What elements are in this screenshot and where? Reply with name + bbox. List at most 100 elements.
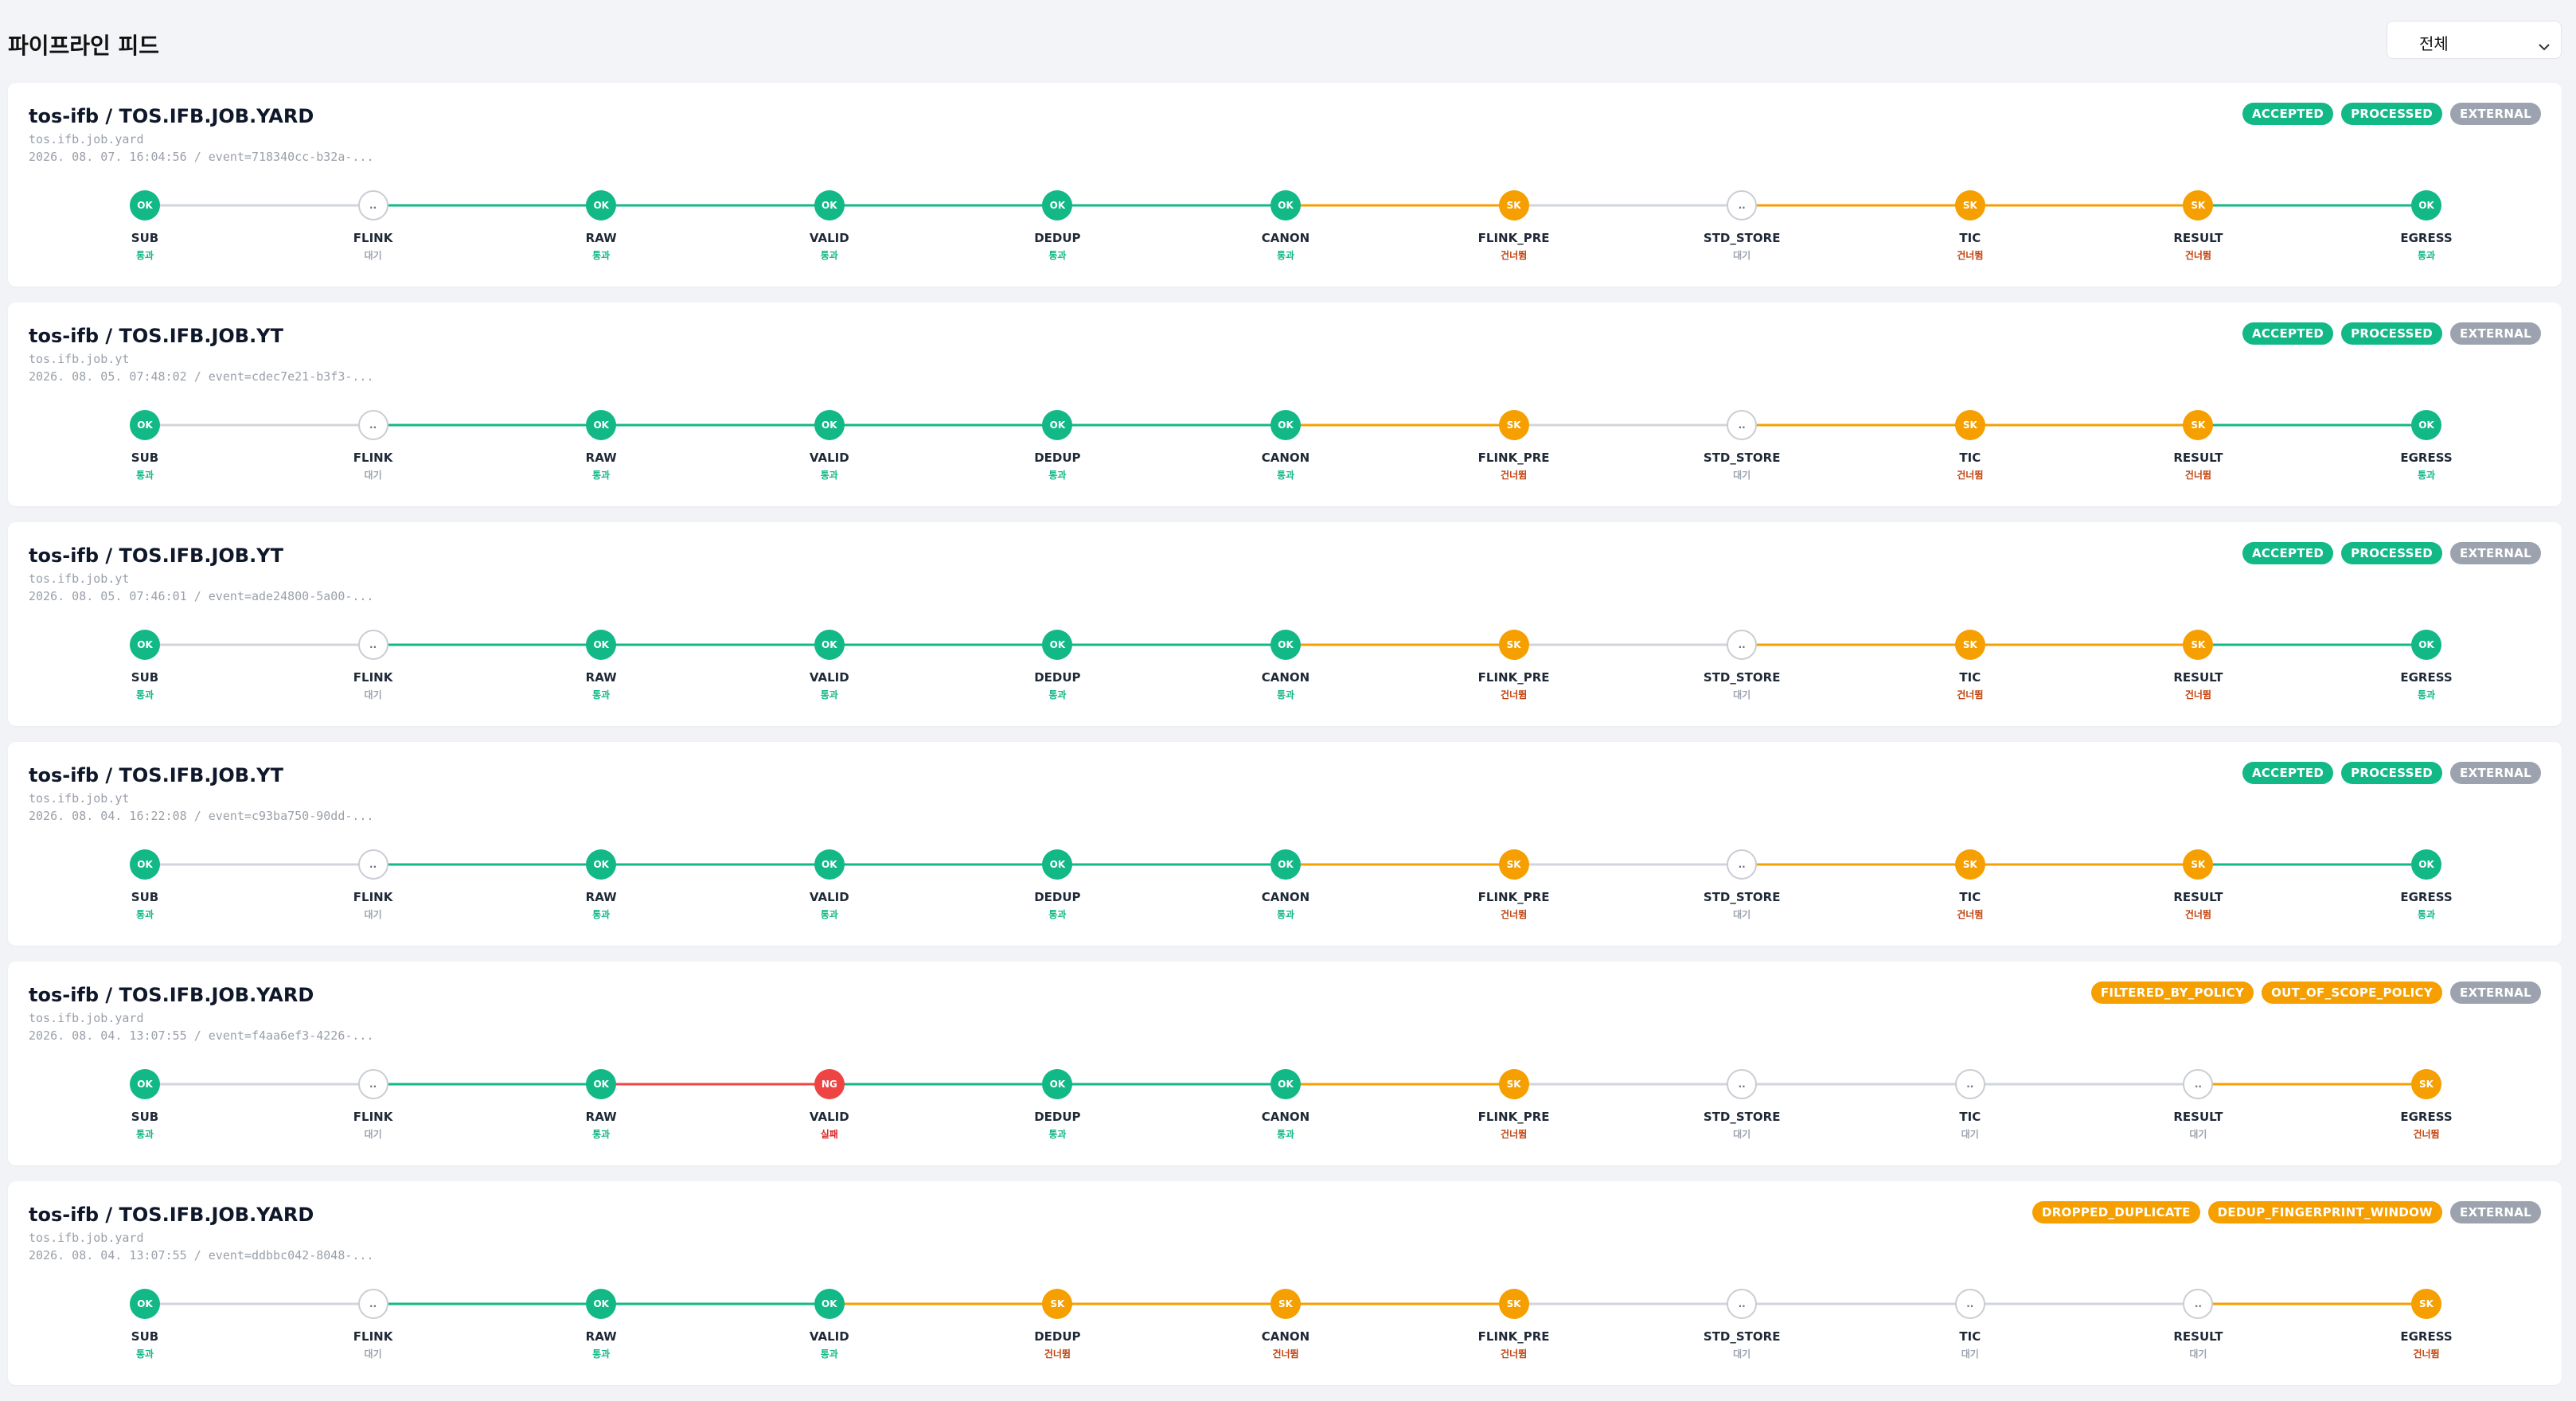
stage-node[interactable]: OK xyxy=(814,630,845,660)
stage-node[interactable]: SK xyxy=(2183,630,2214,660)
stage-node[interactable]: OK xyxy=(130,630,160,660)
stage-node[interactable]: SK xyxy=(2183,410,2214,440)
stage-node[interactable]: .. xyxy=(357,410,388,440)
stage-node[interactable]: .. xyxy=(357,1069,388,1099)
stage-node[interactable]: SK xyxy=(1498,190,1529,220)
stage-node[interactable]: .. xyxy=(1727,630,1758,660)
stage-node[interactable]: .. xyxy=(357,630,388,660)
card-topic: tos.ifb.job.yt xyxy=(29,352,130,366)
stage-node[interactable]: OK xyxy=(130,1069,160,1099)
stage-node[interactable]: .. xyxy=(1727,849,1758,880)
stage-node[interactable]: OK xyxy=(814,190,845,220)
stage-node[interactable]: NG xyxy=(814,1069,845,1099)
stage-node[interactable]: SK xyxy=(1954,630,1985,660)
stage-node[interactable]: SK xyxy=(1498,1289,1529,1319)
stage-node[interactable]: OK xyxy=(586,1069,617,1099)
stage-status: 통과 xyxy=(135,1348,154,1360)
stage-node[interactable]: .. xyxy=(2183,1069,2214,1099)
pipeline-card[interactable]: tos-ifb / TOS.IFB.JOB.YT tos.ifb.job.yt 20… xyxy=(8,302,2562,506)
stage-node[interactable]: OK xyxy=(2411,630,2441,660)
stage-label: STD_STORE xyxy=(1703,670,1781,685)
stage-node[interactable]: SK xyxy=(2183,190,2214,220)
stage-node[interactable]: .. xyxy=(2183,1289,2214,1319)
pipeline-card[interactable]: tos-ifb / TOS.IFB.JOB.YARD tos.ifb.job.ya… xyxy=(8,83,2562,287)
stage-status: 통과 xyxy=(820,689,838,700)
stage-label: CANON xyxy=(1261,231,1310,245)
stage-node[interactable]: SK xyxy=(1042,1289,1073,1319)
stage-label: VALID xyxy=(809,231,849,245)
stage-node[interactable]: .. xyxy=(1954,1069,1985,1099)
stage-node[interactable]: OK xyxy=(814,410,845,440)
stage-node[interactable]: .. xyxy=(1727,410,1758,440)
stage-node[interactable]: SK xyxy=(1954,190,1985,220)
stage-node[interactable]: .. xyxy=(1727,1289,1758,1319)
pipeline-track: OK SUB 통과.. FLINK 대기 OK RAW 통과 OK VALID 통과 OK DEDUP 통… xyxy=(8,837,2562,933)
stage-node[interactable]: OK xyxy=(1270,410,1301,440)
stage-node[interactable]: SK xyxy=(1498,410,1529,440)
stage-node[interactable]: OK xyxy=(586,1289,617,1319)
stage-node[interactable]: SK xyxy=(1498,1069,1529,1099)
pipeline-connectors xyxy=(145,863,2426,866)
stage-node[interactable]: SK xyxy=(1954,410,1985,440)
stage-label: RAW xyxy=(585,1329,617,1344)
stage-node[interactable]: OK xyxy=(130,1289,160,1319)
status-badge: DROPPED_DUPLICATE xyxy=(2032,1201,2200,1223)
stage-node[interactable]: OK xyxy=(2411,410,2441,440)
stage-node[interactable]: OK xyxy=(1042,410,1073,440)
pipeline-track: OK SUB 통과.. FLINK 대기 OK RAW 통과 NG VALID 실패 OK DEDUP 통… xyxy=(8,1057,2562,1153)
stage-label: TIC xyxy=(1959,1110,1981,1124)
stage-node[interactable]: SK xyxy=(2183,849,2214,880)
stage-status: 건너뜀 xyxy=(1957,909,1984,920)
stage-node[interactable]: .. xyxy=(1954,1289,1985,1319)
stage-node[interactable]: OK xyxy=(586,849,617,880)
stage-node[interactable]: SK xyxy=(2411,1069,2441,1099)
stage-node[interactable]: OK xyxy=(814,849,845,880)
stage-node[interactable]: OK xyxy=(1270,190,1301,220)
stage-label: DEDUP xyxy=(1034,1110,1081,1124)
stage-node[interactable]: SK xyxy=(1954,849,1985,880)
stage-status: 대기 xyxy=(1733,1129,1751,1140)
stage-node[interactable]: OK xyxy=(130,410,160,440)
card-title: tos-ifb / TOS.IFB.JOB.YARD xyxy=(29,105,314,127)
stage-node[interactable]: OK xyxy=(2411,849,2441,880)
stage-label: FLINK xyxy=(353,1329,393,1344)
stage-label: CANON xyxy=(1261,890,1310,904)
card-topic: tos.ifb.job.yard xyxy=(29,1231,144,1245)
stage-node[interactable]: .. xyxy=(1727,190,1758,220)
stage-node[interactable]: OK xyxy=(1270,630,1301,660)
pipeline-card[interactable]: tos-ifb / TOS.IFB.JOB.YT tos.ifb.job.yt 20… xyxy=(8,522,2562,726)
pipeline-card[interactable]: tos-ifb / TOS.IFB.JOB.YT tos.ifb.job.yt 20… xyxy=(8,742,2562,946)
stage-status: 건너뜀 xyxy=(1957,470,1984,481)
stage-node[interactable]: .. xyxy=(1727,1069,1758,1099)
stage-label: RESULT xyxy=(2173,1329,2223,1344)
card-title: tos-ifb / TOS.IFB.JOB.YT xyxy=(29,325,283,347)
stage-node[interactable]: OK xyxy=(130,190,160,220)
stage-node[interactable]: SK xyxy=(1270,1289,1301,1319)
stage-node[interactable]: .. xyxy=(357,849,388,880)
pipeline-card[interactable]: tos-ifb / TOS.IFB.JOB.YARD tos.ifb.job.ya… xyxy=(8,962,2562,1165)
stage-label: STD_STORE xyxy=(1703,451,1781,465)
stage-node[interactable]: OK xyxy=(1042,1069,1073,1099)
pipeline-card[interactable]: tos-ifb / TOS.IFB.JOB.YARD tos.ifb.job.ya… xyxy=(8,1181,2562,1385)
stage-node[interactable]: OK xyxy=(1270,1069,1301,1099)
stage-node[interactable]: OK xyxy=(586,190,617,220)
stage-node[interactable]: OK xyxy=(130,849,160,880)
stage-node[interactable]: SK xyxy=(1498,630,1529,660)
stage-node[interactable]: SK xyxy=(1498,849,1529,880)
stage-node[interactable]: OK xyxy=(814,1289,845,1319)
status-badge: PROCESSED xyxy=(2341,762,2443,784)
stage-node[interactable]: OK xyxy=(1270,849,1301,880)
stage-status: 통과 xyxy=(135,909,154,920)
stage-node[interactable]: .. xyxy=(357,190,388,220)
stage-node[interactable]: .. xyxy=(357,1289,388,1319)
stage-node[interactable]: OK xyxy=(1042,630,1073,660)
stage-node[interactable]: OK xyxy=(2411,190,2441,220)
stage-node[interactable]: OK xyxy=(586,630,617,660)
stage-node[interactable]: SK xyxy=(2411,1289,2441,1319)
card-title: tos-ifb / TOS.IFB.JOB.YT xyxy=(29,764,283,786)
stage-node[interactable]: OK xyxy=(1042,849,1073,880)
stage-status: 건너뜀 xyxy=(1044,1348,1071,1360)
stage-node[interactable]: OK xyxy=(1042,190,1073,220)
filter-select[interactable]: 전체 xyxy=(2387,21,2562,59)
stage-node[interactable]: OK xyxy=(586,410,617,440)
